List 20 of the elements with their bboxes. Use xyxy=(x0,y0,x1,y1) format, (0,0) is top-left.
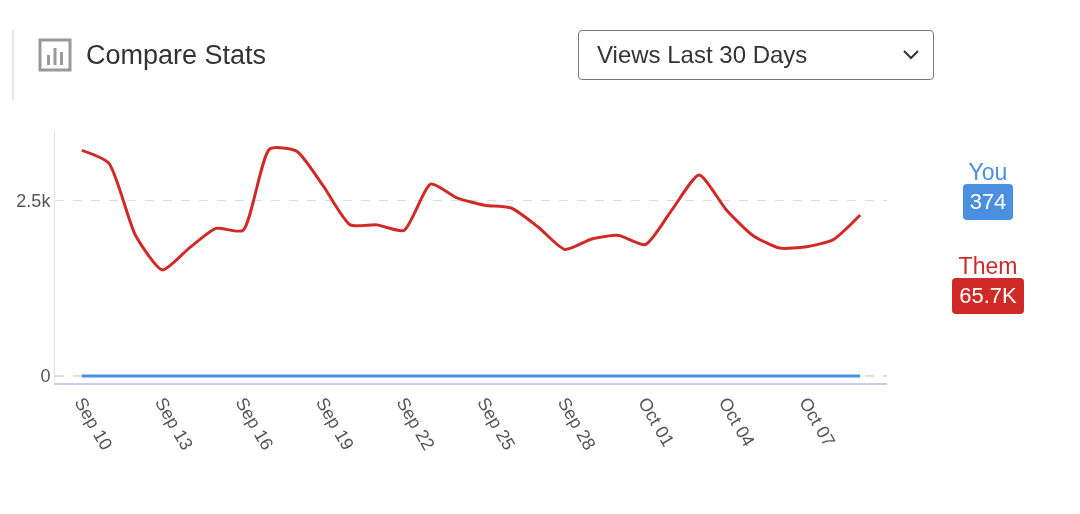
text: Them xyxy=(958,253,1018,279)
x-tick-label: Oct 04 xyxy=(714,394,759,451)
y-tick-label: 2.5k xyxy=(16,190,52,211)
chart-title: Compare Stats xyxy=(86,39,267,71)
x-tick-label: Sep 25 xyxy=(473,394,520,454)
x-tick-label: Sep 28 xyxy=(553,394,600,454)
dropdown: Views Last 30 Days xyxy=(578,30,934,80)
x-tick-label: Sep 22 xyxy=(392,394,439,454)
x-tick-label: Oct 07 xyxy=(795,394,840,451)
text: 65.7K xyxy=(952,278,1024,314)
x-tick-label: Sep 10 xyxy=(70,394,117,454)
chart-subtitle: Views Last 30 Days xyxy=(597,41,808,69)
x-tick-label: Sep 16 xyxy=(231,394,278,454)
x-tick-label: Oct 01 xyxy=(634,394,679,451)
text: You xyxy=(968,159,1008,185)
x-tick-label: Sep 13 xyxy=(151,394,197,454)
y-tick-label: 0 xyxy=(40,366,51,387)
line-series xyxy=(80,146,862,272)
x-tick-label: Sep 19 xyxy=(312,394,358,454)
text: 374 xyxy=(962,184,1014,220)
